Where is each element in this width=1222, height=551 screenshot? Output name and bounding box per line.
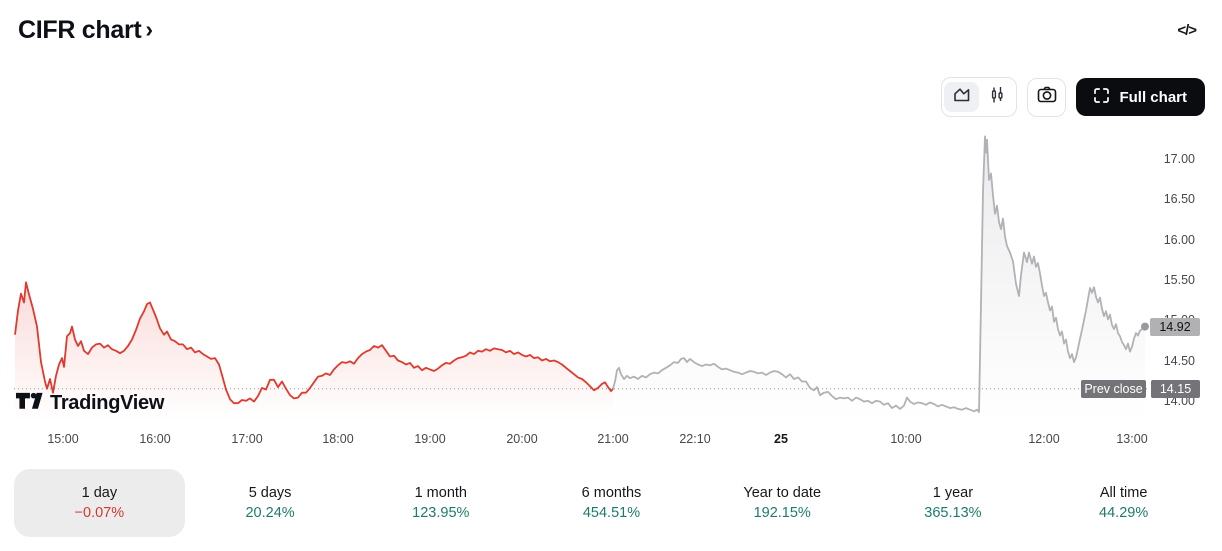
- range-tab-1-year[interactable]: 1 year 365.13%: [868, 469, 1039, 537]
- range-tab-change: 365.13%: [924, 505, 982, 521]
- y-axis-label: 16.00: [1163, 233, 1195, 247]
- current-price-badge: 14.92: [1150, 318, 1200, 336]
- prev-close-label-badge: Prev close: [1081, 380, 1146, 398]
- chart-style-switcher: [941, 77, 1018, 117]
- snapshot-button[interactable]: [1027, 77, 1067, 117]
- extended-session-line: [612, 135, 1146, 413]
- x-axis-label: 12:00: [1028, 432, 1060, 446]
- chart-toolbar: Full chart: [941, 77, 1205, 117]
- candles-style-button[interactable]: [979, 82, 1014, 112]
- range-tab-change: 20.24%: [245, 505, 295, 521]
- camera-icon: [1035, 83, 1059, 112]
- prev-close-value-badge: 14.15: [1151, 380, 1200, 398]
- full-chart-button[interactable]: Full chart: [1076, 78, 1205, 116]
- range-tab-1-month[interactable]: 1 month 123.95%: [355, 469, 526, 537]
- y-axis-label: 14.50: [1163, 354, 1195, 368]
- x-axis-label: 16:00: [139, 432, 171, 446]
- x-axis-label: 25: [774, 432, 788, 446]
- range-tab-label: 1 day: [81, 485, 118, 501]
- y-axis-label: 15.50: [1163, 273, 1195, 287]
- range-tab-label: 1 month: [414, 485, 467, 501]
- y-axis-label: 16.50: [1163, 192, 1195, 206]
- x-axis-label: 17:00: [231, 432, 263, 446]
- tradingview-wordmark: TradingView: [50, 392, 165, 414]
- range-tab-label: Year to date: [743, 485, 822, 501]
- regular-session-line: [14, 281, 614, 405]
- range-tab-all-time[interactable]: All time 44.29%: [1038, 469, 1209, 537]
- candlestick-chart-icon: [986, 84, 1008, 111]
- x-axis-label: 10:00: [890, 432, 922, 446]
- range-tab-change: −0.07%: [74, 505, 125, 521]
- range-tab-change: 123.95%: [412, 505, 470, 521]
- x-axis-label: 21:00: [597, 432, 629, 446]
- range-tab-label: 6 months: [581, 485, 642, 501]
- regular-session-area: [15, 282, 613, 421]
- last-price-marker: [1141, 322, 1149, 331]
- range-tab-change: 454.51%: [582, 505, 641, 521]
- range-tab-change: 192.15%: [753, 505, 811, 521]
- range-tab-1-day[interactable]: 1 day −0.07%: [14, 469, 185, 537]
- extended-session-area: [613, 136, 1145, 421]
- range-tab-label: All time: [1099, 485, 1148, 501]
- range-tabs: 1 day −0.07% 5 days 20.24% 1 month 123.95% 6 m…: [14, 469, 1209, 537]
- x-axis-label: 19:00: [414, 432, 446, 446]
- price-chart[interactable]: [0, 0, 1222, 460]
- x-axis-label: 15:00: [47, 432, 79, 446]
- embed-code-icon[interactable]: </>: [1177, 22, 1197, 39]
- x-axis-label: 22:10: [679, 432, 711, 446]
- tradingview-attribution[interactable]: TradingView: [16, 391, 164, 416]
- full-chart-label: Full chart: [1119, 88, 1187, 106]
- x-axis-label: 13:00: [1116, 432, 1148, 446]
- tradingview-logo-icon: [16, 391, 43, 416]
- page-title: CIFR chart: [18, 16, 142, 44]
- x-axis-label: 20:00: [506, 432, 538, 446]
- y-axis-label: 17.00: [1163, 152, 1195, 166]
- chevron-right-icon: ›: [145, 16, 154, 42]
- area-style-button[interactable]: [944, 82, 980, 112]
- range-tab-label: 1 year: [932, 485, 974, 501]
- widget-title-link[interactable]: CIFR chart ›: [18, 16, 153, 45]
- range-tab-change: 44.29%: [1099, 505, 1149, 521]
- range-tab-year-to-date[interactable]: Year to date 192.15%: [697, 469, 868, 537]
- range-tab-label: 5 days: [248, 485, 292, 501]
- range-tab-5-days[interactable]: 5 days 20.24%: [185, 469, 356, 537]
- range-tab-6-months[interactable]: 6 months 454.51%: [526, 469, 697, 537]
- fullscreen-icon: [1094, 87, 1110, 107]
- x-axis-label: 18:00: [322, 432, 354, 446]
- area-chart-icon: [951, 84, 973, 111]
